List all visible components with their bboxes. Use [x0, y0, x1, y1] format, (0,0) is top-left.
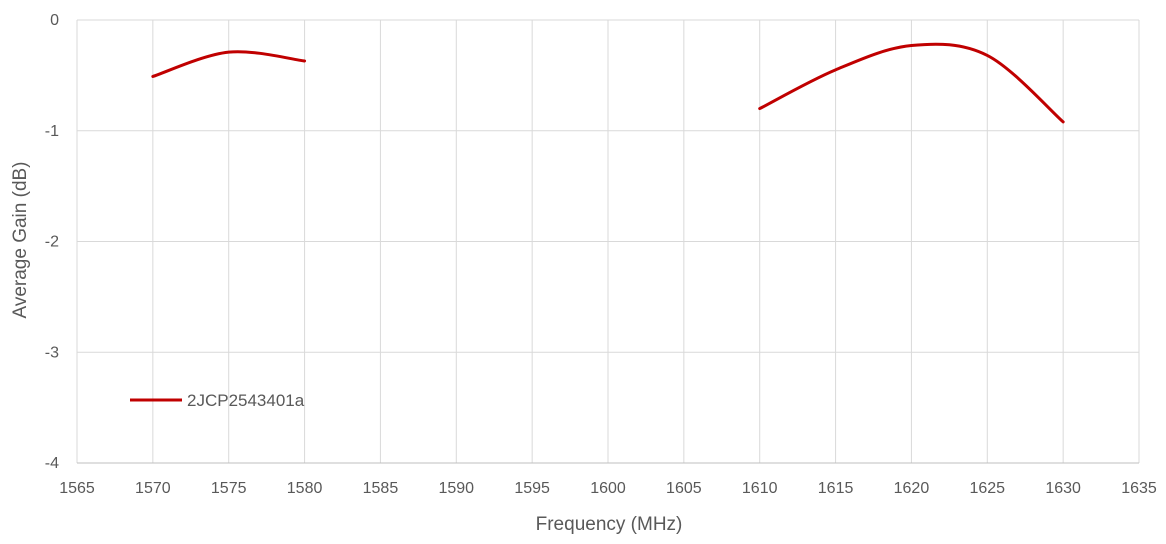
x-tick-label: 1565: [59, 480, 95, 497]
x-tick-label: 1605: [666, 480, 702, 497]
legend: 2JCP2543401a: [130, 391, 305, 410]
y-axis-ticks: 0 -1 -2 -3 -4: [45, 12, 59, 472]
x-tick-label: 1610: [742, 480, 778, 497]
y-tick-label: -2: [45, 234, 59, 251]
y-tick-label: -1: [45, 123, 59, 140]
x-axis-title: Frequency (MHz): [536, 514, 683, 535]
x-tick-label: 1615: [818, 480, 854, 497]
x-tick-label: 1620: [894, 480, 930, 497]
x-axis-ticks: 1565 1570 1575 1580 1585 1590 1595 1600 1605 1610…: [59, 480, 1157, 497]
x-tick-label: 1575: [211, 480, 247, 497]
y-tick-label: 0: [50, 12, 59, 29]
x-tick-label: 1600: [590, 480, 626, 497]
x-tick-label: 1570: [135, 480, 171, 497]
y-tick-label: -3: [45, 344, 59, 361]
x-tick-label: 1625: [969, 480, 1005, 497]
x-tick-label: 1590: [438, 480, 474, 497]
y-tick-label: -4: [45, 455, 59, 472]
x-tick-label: 1595: [514, 480, 550, 497]
x-tick-label: 1585: [363, 480, 399, 497]
y-axis-title: Average Gain (dB): [10, 161, 31, 318]
x-tick-label: 1630: [1045, 480, 1081, 497]
legend-label: 2JCP2543401a: [187, 391, 305, 410]
x-tick-label: 1580: [287, 480, 323, 497]
x-tick-label: 1635: [1121, 480, 1157, 497]
